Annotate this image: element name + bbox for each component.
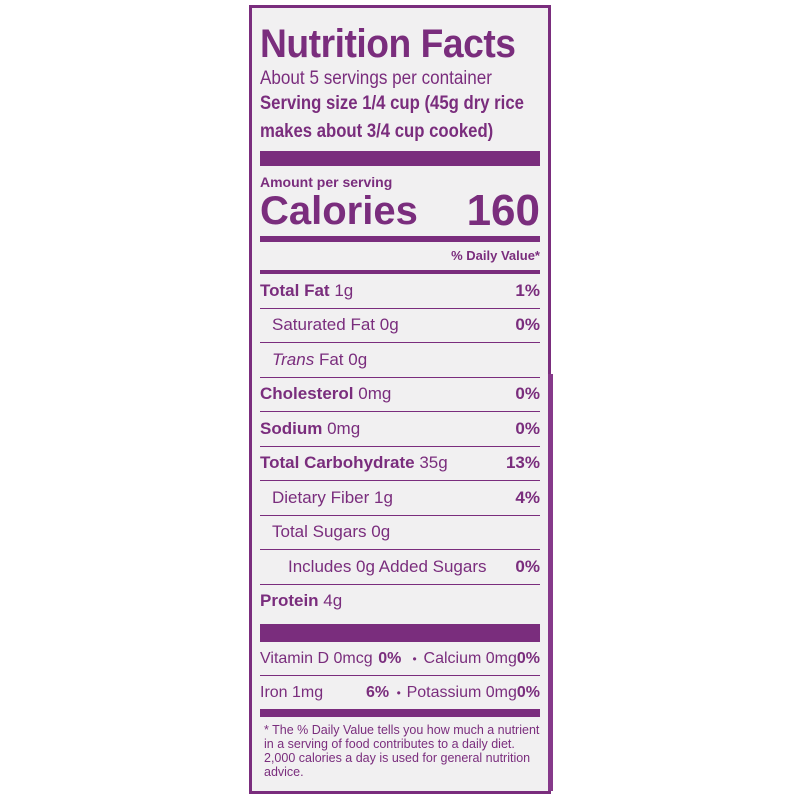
vitamin-b: Potassium 0mg [406,683,517,701]
vitamin-row: Vitamin D 0mcg 0% • Calcium 0mg 0% [260,642,540,675]
nutrient-name: Saturated Fat 0g [272,315,399,335]
bullet-icon: • [396,685,401,700]
nutrient-dv: 0% [515,384,540,404]
footnote: * The % Daily Value tells you how much a… [264,723,540,779]
nutrition-facts-label: Nutrition Facts About 5 servings per con… [249,5,551,794]
serving-size-line1: Serving size 1/4 cup (45g dry rice [260,93,524,114]
calories-value: 160 [466,186,540,235]
divider-thick [260,624,540,642]
nutrient-row: Sodium 0mg 0% [260,411,540,446]
nutrient-row: Total Carbohydrate 35g 13% [260,445,540,481]
nutrient-dv: 13% [505,453,540,473]
bullet-icon: • [412,651,417,666]
title: Nutrition Facts [260,22,516,66]
vitamin-a-dv: 0% [378,649,402,667]
nutrient-dv: 0% [515,315,540,335]
nutrient-row: Trans Fat 0g [260,342,540,377]
nutrient-name: Protein 4g [260,591,343,611]
nutrient-row: Dietary Fiber 1g 4% [260,480,540,515]
divider-thick [260,151,540,166]
nutrient-row: Includes 0g Added Sugars 0% [260,549,540,584]
nutrient-row: Protein 4g [260,583,540,619]
vitamin-row: Iron 1mg 6% • Potassium 0mg 0% [260,675,540,709]
nutrient-name: Trans Fat 0g [272,349,368,369]
nutrient-row: Total Sugars 0g [260,514,540,550]
calories-row: Calories 160 [260,186,540,235]
daily-value-header: % Daily Value* [451,248,540,263]
nutrient-name: Total Fat 1g [260,280,354,300]
nutrient-name: Includes 0g Added Sugars [288,556,487,576]
nutrient-dv: 4% [515,487,540,507]
calories-label: Calories [260,189,418,233]
nutrient-row: Cholesterol 0mg 0% [260,376,540,412]
vitamin-a: Vitamin D 0mcg [260,649,373,667]
vitamin-b-dv: 0% [516,649,540,667]
servings-per-container: About 5 servings per container [260,68,492,89]
nutrient-dv: 1% [515,280,540,300]
divider-medium [260,709,540,717]
amount-per-serving: Amount per serving [260,174,393,190]
vitamin-b: Calcium 0mg [423,649,517,667]
vitamin-a-dv: 6% [365,683,390,701]
nutrient-name: Sodium 0mg [260,418,361,438]
vitamin-b-dv: 0% [516,683,540,701]
nutrient-row: Total Fat 1g 1% [260,270,540,308]
nutrient-name: Total Carbohydrate 35g [260,453,448,473]
serving-size-line2: makes about 3/4 cup cooked) [260,121,494,142]
nutrient-name: Total Sugars 0g [272,522,391,542]
nutrient-name: Cholesterol 0mg [260,384,392,404]
nutrient-dv: 0% [515,418,540,438]
nutrient-dv: 0% [515,556,540,576]
vitamin-a: Iron 1mg [260,683,324,701]
label-edge [548,374,553,791]
nutrient-row: Saturated Fat 0g 0% [260,307,540,343]
divider-medium [260,236,540,242]
nutrient-name: Dietary Fiber 1g [272,487,393,507]
